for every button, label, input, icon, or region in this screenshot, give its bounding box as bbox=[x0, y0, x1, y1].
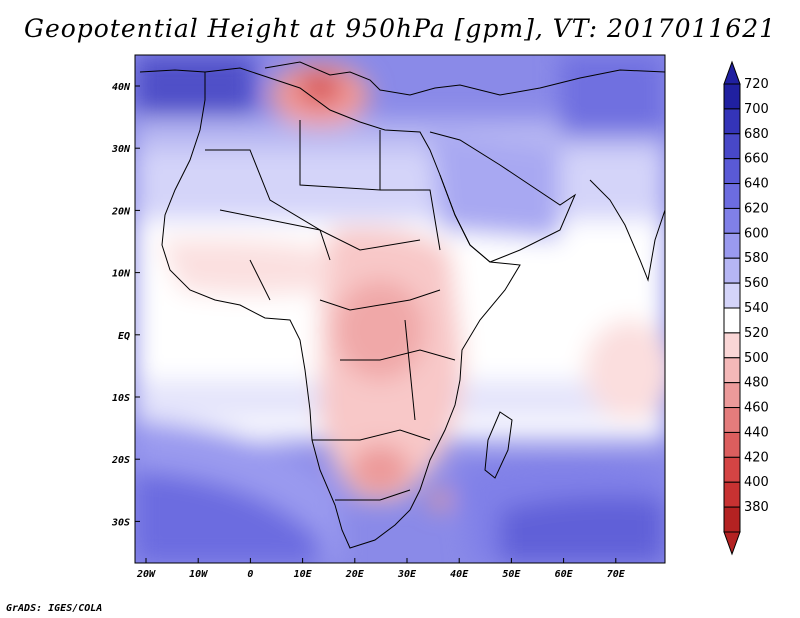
colorbar-segment bbox=[723, 332, 741, 359]
y-tick-label: 20N bbox=[111, 206, 131, 217]
colorbar-segment bbox=[723, 481, 741, 508]
colorbar-segment bbox=[723, 456, 741, 483]
x-tick-label: 50E bbox=[502, 569, 521, 580]
y-tick-label: 30N bbox=[111, 144, 131, 155]
height-field bbox=[135, 55, 665, 563]
colorbar-segment bbox=[723, 83, 741, 110]
colorbar-label: 500 bbox=[744, 351, 769, 366]
colorbar-segment bbox=[723, 158, 741, 185]
y-tick-label: 10N bbox=[112, 269, 131, 280]
colorbar-label: 700 bbox=[744, 102, 769, 117]
x-tick-label: 20E bbox=[345, 569, 365, 580]
colorbar-label: 560 bbox=[744, 276, 769, 291]
plot-frame bbox=[134, 54, 666, 564]
colorbar: 720 700 680 660 640 620 600 580 560 540 520 500 480 4… bbox=[723, 60, 769, 556]
colorbar-label: 620 bbox=[744, 201, 769, 216]
y-tick-label: EQ bbox=[118, 331, 130, 342]
y-tick-label: 30S bbox=[111, 517, 130, 528]
colorbar-segment bbox=[723, 108, 741, 135]
y-tick-label: 10S bbox=[112, 393, 130, 404]
colorbar-label: 440 bbox=[744, 425, 769, 440]
coastlines bbox=[139, 61, 665, 549]
colorbar-segment bbox=[723, 357, 741, 384]
colorbar-label: 520 bbox=[744, 326, 769, 341]
colorbar-segment bbox=[723, 183, 741, 209]
x-tick-label: 70E bbox=[607, 569, 626, 580]
colorbar-segment bbox=[723, 207, 741, 234]
colorbar-segment bbox=[723, 282, 741, 309]
colorbar-label: 660 bbox=[744, 152, 769, 167]
colorbar-label: 640 bbox=[744, 177, 769, 192]
colorbar-label: 420 bbox=[744, 450, 769, 465]
colorbar-label: 580 bbox=[744, 251, 769, 266]
colorbar-segment bbox=[723, 506, 741, 533]
colorbar-label: 460 bbox=[744, 401, 769, 416]
x-tick-label: 60E bbox=[555, 569, 574, 580]
colorbar-segment bbox=[723, 133, 741, 160]
colorbar-label: 540 bbox=[744, 301, 769, 316]
colorbar-label: 600 bbox=[744, 226, 769, 241]
x-tick-label: 10E bbox=[294, 569, 313, 580]
colorbar-label: 480 bbox=[744, 376, 769, 391]
colorbar-label: 380 bbox=[744, 500, 769, 515]
x-tick-label: 10W bbox=[189, 569, 208, 580]
colorbar-label: 720 bbox=[744, 77, 769, 92]
x-tick-label: 20W bbox=[136, 569, 156, 580]
map-title: Geopotential Height at 950hPa [gpm], VT:… bbox=[23, 14, 777, 43]
x-tick-label: 40E bbox=[450, 569, 469, 580]
colorbar-bottom-arrow bbox=[723, 531, 741, 556]
colorbar-segment bbox=[723, 232, 741, 259]
colorbar-segment bbox=[723, 407, 741, 433]
y-tick-label: 20S bbox=[111, 455, 130, 466]
colorbar-segment bbox=[723, 307, 741, 334]
colorbar-label: 400 bbox=[744, 475, 769, 490]
y-axis: 40N 30N 20N 10N EQ 10S 20S 30S bbox=[111, 82, 140, 528]
colorbar-segment bbox=[723, 257, 741, 284]
colorbar-top-arrow bbox=[723, 60, 741, 85]
y-tick-label: 40N bbox=[112, 82, 131, 93]
x-tick-label: 0 bbox=[247, 569, 253, 580]
colorbar-segment bbox=[723, 382, 741, 409]
grads-credit: GrADS: IGES/COLA bbox=[6, 603, 103, 614]
x-axis: 20W 10W 0 10E 20E 30E 40E 50E 60E 70E bbox=[136, 558, 626, 580]
colorbar-label: 680 bbox=[744, 127, 769, 142]
colorbar-segment bbox=[723, 431, 741, 458]
x-tick-label: 30E bbox=[397, 569, 417, 580]
